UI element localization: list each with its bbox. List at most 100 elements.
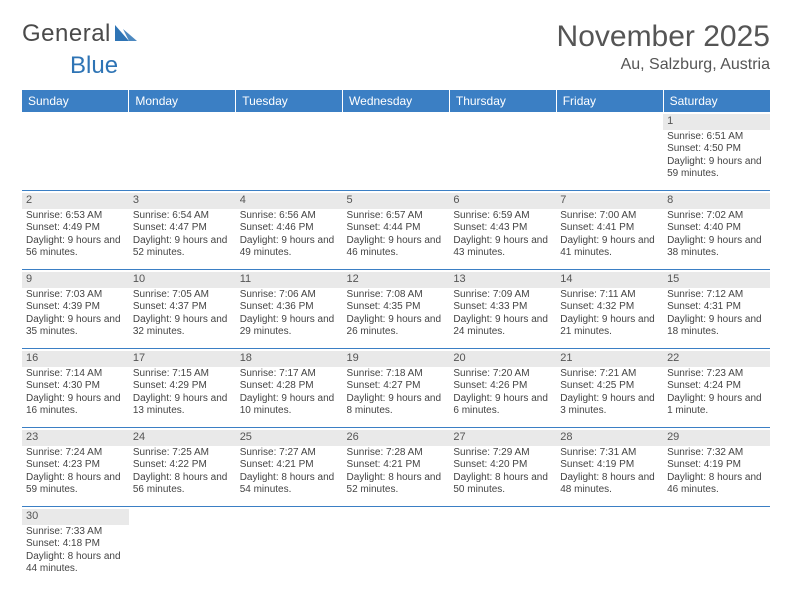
calendar-cell: 10Sunrise: 7:05 AMSunset: 4:37 PMDayligh… <box>129 270 236 349</box>
daylight-line: Daylight: 9 hours and 18 minutes. <box>667 314 766 339</box>
daylight-line: Daylight: 9 hours and 41 minutes. <box>560 235 659 260</box>
calendar-row: 2Sunrise: 6:53 AMSunset: 4:49 PMDaylight… <box>22 191 770 270</box>
day-number: 6 <box>449 193 556 209</box>
daylight-line: Daylight: 9 hours and 26 minutes. <box>347 314 446 339</box>
sunrise-line: Sunrise: 7:25 AM <box>133 447 232 460</box>
sunset-line: Sunset: 4:29 PM <box>133 380 232 393</box>
weekday-header: Wednesday <box>343 90 450 112</box>
day-number: 25 <box>236 430 343 446</box>
daylight-line: Daylight: 8 hours and 46 minutes. <box>667 472 766 497</box>
sunset-line: Sunset: 4:49 PM <box>26 222 125 235</box>
sunrise-line: Sunrise: 7:21 AM <box>560 368 659 381</box>
daylight-line: Daylight: 9 hours and 10 minutes. <box>240 393 339 418</box>
sunset-line: Sunset: 4:28 PM <box>240 380 339 393</box>
calendar-cell: 7Sunrise: 7:00 AMSunset: 4:41 PMDaylight… <box>556 191 663 270</box>
day-number: 23 <box>22 430 129 446</box>
calendar-cell: 2Sunrise: 6:53 AMSunset: 4:49 PMDaylight… <box>22 191 129 270</box>
sunset-line: Sunset: 4:32 PM <box>560 301 659 314</box>
weekday-header: Tuesday <box>236 90 343 112</box>
day-number: 12 <box>343 272 450 288</box>
calendar-cell: 28Sunrise: 7:31 AMSunset: 4:19 PMDayligh… <box>556 428 663 507</box>
calendar-cell <box>343 112 450 191</box>
daylight-line: Daylight: 9 hours and 46 minutes. <box>347 235 446 260</box>
sunrise-line: Sunrise: 7:06 AM <box>240 289 339 302</box>
daylight-line: Daylight: 8 hours and 59 minutes. <box>26 472 125 497</box>
calendar-cell <box>129 112 236 191</box>
calendar-row: 16Sunrise: 7:14 AMSunset: 4:30 PMDayligh… <box>22 349 770 428</box>
calendar-cell: 18Sunrise: 7:17 AMSunset: 4:28 PMDayligh… <box>236 349 343 428</box>
calendar-cell: 1Sunrise: 6:51 AMSunset: 4:50 PMDaylight… <box>663 112 770 191</box>
sunrise-line: Sunrise: 7:00 AM <box>560 210 659 223</box>
sail-icon <box>113 23 139 43</box>
calendar-cell: 12Sunrise: 7:08 AMSunset: 4:35 PMDayligh… <box>343 270 450 349</box>
sunset-line: Sunset: 4:23 PM <box>26 459 125 472</box>
sunrise-line: Sunrise: 7:17 AM <box>240 368 339 381</box>
calendar-row: 1Sunrise: 6:51 AMSunset: 4:50 PMDaylight… <box>22 112 770 191</box>
calendar-cell: 21Sunrise: 7:21 AMSunset: 4:25 PMDayligh… <box>556 349 663 428</box>
daylight-line: Daylight: 9 hours and 29 minutes. <box>240 314 339 339</box>
daylight-line: Daylight: 9 hours and 32 minutes. <box>133 314 232 339</box>
calendar-cell <box>236 507 343 586</box>
sunrise-line: Sunrise: 7:27 AM <box>240 447 339 460</box>
daylight-line: Daylight: 9 hours and 52 minutes. <box>133 235 232 260</box>
page-title: November 2025 <box>557 20 770 54</box>
day-number: 9 <box>22 272 129 288</box>
daylight-line: Daylight: 9 hours and 8 minutes. <box>347 393 446 418</box>
calendar-cell <box>449 507 556 586</box>
calendar-cell: 24Sunrise: 7:25 AMSunset: 4:22 PMDayligh… <box>129 428 236 507</box>
sunrise-line: Sunrise: 7:23 AM <box>667 368 766 381</box>
sunrise-line: Sunrise: 7:12 AM <box>667 289 766 302</box>
sunset-line: Sunset: 4:37 PM <box>133 301 232 314</box>
daylight-line: Daylight: 8 hours and 54 minutes. <box>240 472 339 497</box>
sunset-line: Sunset: 4:22 PM <box>133 459 232 472</box>
day-number: 28 <box>556 430 663 446</box>
sunrise-line: Sunrise: 7:05 AM <box>133 289 232 302</box>
sunrise-line: Sunrise: 7:20 AM <box>453 368 552 381</box>
sunrise-line: Sunrise: 7:08 AM <box>347 289 446 302</box>
daylight-line: Daylight: 8 hours and 48 minutes. <box>560 472 659 497</box>
weekday-header: Friday <box>556 90 663 112</box>
calendar-cell: 15Sunrise: 7:12 AMSunset: 4:31 PMDayligh… <box>663 270 770 349</box>
sunset-line: Sunset: 4:21 PM <box>347 459 446 472</box>
calendar-cell: 29Sunrise: 7:32 AMSunset: 4:19 PMDayligh… <box>663 428 770 507</box>
sunset-line: Sunset: 4:44 PM <box>347 222 446 235</box>
calendar-cell: 30Sunrise: 7:33 AMSunset: 4:18 PMDayligh… <box>22 507 129 586</box>
sunset-line: Sunset: 4:50 PM <box>667 143 766 156</box>
calendar-cell: 27Sunrise: 7:29 AMSunset: 4:20 PMDayligh… <box>449 428 556 507</box>
daylight-line: Daylight: 9 hours and 13 minutes. <box>133 393 232 418</box>
weekday-header: Monday <box>129 90 236 112</box>
sunset-line: Sunset: 4:40 PM <box>667 222 766 235</box>
day-number: 24 <box>129 430 236 446</box>
sunrise-line: Sunrise: 6:51 AM <box>667 131 766 144</box>
daylight-line: Daylight: 9 hours and 56 minutes. <box>26 235 125 260</box>
day-number: 15 <box>663 272 770 288</box>
sunset-line: Sunset: 4:25 PM <box>560 380 659 393</box>
logo-text-2: Blue <box>70 52 118 79</box>
daylight-line: Daylight: 9 hours and 35 minutes. <box>26 314 125 339</box>
day-number: 8 <box>663 193 770 209</box>
daylight-line: Daylight: 9 hours and 43 minutes. <box>453 235 552 260</box>
sunrise-line: Sunrise: 7:29 AM <box>453 447 552 460</box>
sunrise-line: Sunrise: 7:18 AM <box>347 368 446 381</box>
sunrise-line: Sunrise: 6:57 AM <box>347 210 446 223</box>
sunrise-line: Sunrise: 7:24 AM <box>26 447 125 460</box>
sunset-line: Sunset: 4:35 PM <box>347 301 446 314</box>
weekday-header: Sunday <box>22 90 129 112</box>
day-number: 7 <box>556 193 663 209</box>
daylight-line: Daylight: 9 hours and 3 minutes. <box>560 393 659 418</box>
sunrise-line: Sunrise: 7:32 AM <box>667 447 766 460</box>
calendar-cell <box>343 507 450 586</box>
day-number: 21 <box>556 351 663 367</box>
sunrise-line: Sunrise: 7:09 AM <box>453 289 552 302</box>
calendar-cell <box>556 507 663 586</box>
day-number: 22 <box>663 351 770 367</box>
calendar-cell: 8Sunrise: 7:02 AMSunset: 4:40 PMDaylight… <box>663 191 770 270</box>
sunrise-line: Sunrise: 7:31 AM <box>560 447 659 460</box>
day-number: 18 <box>236 351 343 367</box>
day-number: 19 <box>343 351 450 367</box>
day-number: 14 <box>556 272 663 288</box>
daylight-line: Daylight: 8 hours and 56 minutes. <box>133 472 232 497</box>
calendar-cell: 25Sunrise: 7:27 AMSunset: 4:21 PMDayligh… <box>236 428 343 507</box>
sunset-line: Sunset: 4:33 PM <box>453 301 552 314</box>
calendar-cell: 17Sunrise: 7:15 AMSunset: 4:29 PMDayligh… <box>129 349 236 428</box>
